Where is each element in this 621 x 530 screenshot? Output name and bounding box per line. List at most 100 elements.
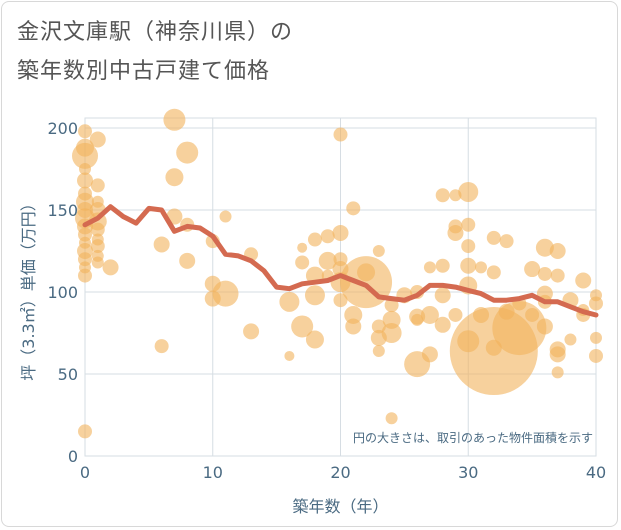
bubble-point bbox=[333, 127, 348, 142]
bubble-point bbox=[333, 293, 348, 308]
tick-labels: 0 10 20 30 40 0 50 100 150 200 bbox=[47, 119, 606, 482]
bubble-point bbox=[153, 236, 170, 253]
bubble-point bbox=[78, 186, 92, 201]
bubble-point bbox=[435, 258, 450, 273]
bubble-point bbox=[332, 224, 349, 241]
bubble-point bbox=[434, 287, 451, 304]
bubble-point bbox=[448, 219, 463, 234]
bubble-point bbox=[551, 366, 564, 379]
bubble-point bbox=[564, 333, 577, 346]
chart-title-line1: 金沢文庫駅（神奈川県）の bbox=[17, 20, 294, 45]
bubble-point bbox=[165, 168, 184, 187]
x-tick-label: 30 bbox=[458, 463, 478, 482]
bubble-point bbox=[79, 163, 91, 175]
x-tick-label: 0 bbox=[80, 463, 90, 482]
bubble-point bbox=[421, 346, 438, 363]
bubble-point bbox=[297, 242, 308, 253]
bubble-point bbox=[486, 230, 501, 245]
bubble-point bbox=[307, 232, 322, 247]
bubble-point bbox=[536, 318, 553, 335]
bubble-point bbox=[485, 339, 502, 356]
bubble-point bbox=[163, 108, 186, 131]
bubble-point bbox=[79, 261, 91, 274]
bubble-point bbox=[78, 424, 92, 439]
bubble-point bbox=[499, 234, 514, 249]
bubble-point bbox=[204, 275, 221, 292]
bubble-point bbox=[295, 255, 310, 270]
bubble-point bbox=[575, 272, 592, 289]
y-tick-label: 200 bbox=[47, 119, 78, 138]
bubble-point bbox=[91, 195, 104, 208]
bubble-point bbox=[345, 318, 362, 335]
bubble-point bbox=[219, 210, 232, 223]
bubble-point bbox=[243, 323, 260, 340]
bubble-point bbox=[457, 330, 480, 353]
x-tick-label: 40 bbox=[586, 463, 606, 482]
bubble-point bbox=[91, 256, 104, 269]
bubble-point bbox=[305, 330, 324, 349]
bubble-point bbox=[537, 266, 552, 281]
x-axis-label: 築年数（年） bbox=[292, 497, 388, 516]
bubble-layer bbox=[72, 108, 603, 439]
bubble-point bbox=[498, 303, 515, 320]
bubble-point bbox=[204, 290, 221, 307]
bubble-point bbox=[102, 259, 119, 276]
bubble-point bbox=[332, 261, 349, 278]
bubble-point bbox=[589, 348, 603, 363]
bubble-point bbox=[154, 339, 169, 354]
bubble-point bbox=[382, 310, 401, 329]
average-line-layer bbox=[82, 204, 599, 318]
y-tick-label: 150 bbox=[47, 201, 78, 220]
bubble-point bbox=[385, 412, 398, 425]
y-axis-label: 坪（3.3㎡）単価（万円） bbox=[19, 195, 38, 380]
bubble-point bbox=[423, 261, 436, 274]
x-tick-label: 20 bbox=[330, 463, 350, 482]
y-tick-label: 0 bbox=[68, 447, 78, 466]
bubble-point bbox=[549, 243, 566, 259]
bubble-point bbox=[76, 138, 94, 157]
bubble-point bbox=[89, 131, 106, 148]
bubble-point bbox=[590, 331, 602, 344]
bubble-point bbox=[371, 319, 386, 334]
bubble-point bbox=[291, 315, 314, 338]
bubble-point bbox=[333, 252, 348, 267]
bubble-point bbox=[384, 298, 399, 313]
bubble-point bbox=[372, 245, 385, 257]
chart-title-line2: 築年数別中古戸建て価格 bbox=[17, 59, 271, 84]
bubble-point bbox=[435, 188, 450, 203]
bubble-point bbox=[77, 172, 93, 189]
bubble-point bbox=[434, 316, 451, 333]
bubble-point bbox=[77, 202, 93, 218]
bubble-point bbox=[179, 252, 196, 269]
bubble-size-note: 円の大きさは、取引のあった物件面積を示す bbox=[353, 430, 593, 445]
bubble-point bbox=[486, 265, 501, 280]
bubble-point bbox=[279, 291, 300, 312]
grid-lines bbox=[84, 117, 597, 457]
bubble-point bbox=[284, 350, 295, 361]
bubble-point bbox=[448, 307, 463, 322]
bubble-point bbox=[320, 229, 335, 244]
bubble-point bbox=[460, 257, 477, 274]
bubble-point bbox=[90, 222, 105, 237]
bubble-point bbox=[458, 181, 479, 202]
bubble-point bbox=[370, 329, 387, 346]
average-price-line bbox=[82, 204, 599, 318]
y-tick-label: 100 bbox=[47, 283, 78, 302]
x-tick-label: 10 bbox=[203, 463, 223, 482]
bubble-point bbox=[90, 178, 105, 193]
bubble-point bbox=[590, 289, 602, 302]
bubble-point bbox=[461, 239, 476, 254]
bubble-point bbox=[549, 346, 566, 363]
bubble-point bbox=[318, 251, 337, 270]
bubble-point bbox=[550, 268, 565, 283]
bubble-point bbox=[524, 261, 541, 278]
y-tick-label: 50 bbox=[58, 365, 78, 384]
bubble-point bbox=[525, 307, 540, 322]
bubble-point bbox=[344, 305, 363, 324]
bubble-point bbox=[475, 261, 488, 274]
bubble-point bbox=[372, 345, 385, 358]
bubble-point bbox=[411, 313, 424, 326]
bubble-point bbox=[91, 233, 104, 246]
bubble-point bbox=[449, 189, 462, 202]
